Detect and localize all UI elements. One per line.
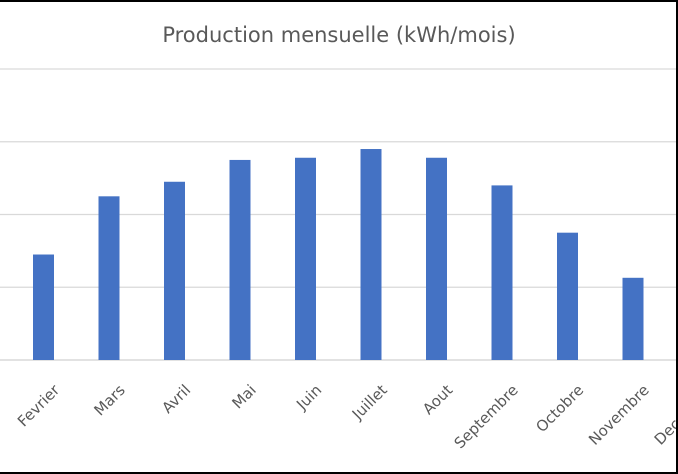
x-tick-label: Decembre xyxy=(651,381,678,449)
bar-septembre xyxy=(491,185,513,360)
bar-series xyxy=(33,149,644,360)
bar-fevrier xyxy=(33,254,54,360)
chart-title: Production mensuelle (kWh/mois) xyxy=(162,23,515,47)
x-tick-label: Mai xyxy=(228,381,259,412)
x-tick-label: Septembre xyxy=(451,381,522,452)
x-tick-label: Juin xyxy=(292,381,325,414)
x-tick-label: Juillet xyxy=(348,381,391,424)
bar-juillet xyxy=(360,149,382,360)
bar-aout xyxy=(426,157,447,360)
x-tick-label: Novembre xyxy=(585,381,653,449)
bar-octobre xyxy=(557,232,578,360)
bar-juin xyxy=(295,157,316,360)
x-tick-label: Aout xyxy=(419,381,456,418)
x-tick-label: Fevrier xyxy=(14,380,64,430)
bar-avril xyxy=(164,181,185,360)
x-tick-label: Avril xyxy=(158,381,194,417)
bar-mars xyxy=(98,196,120,360)
x-tick-label: Octobre xyxy=(532,381,587,436)
bar-novembre xyxy=(622,277,644,360)
x-axis-labels: JanvierFevrierMarsAvrilMaiJuinJuilletAou… xyxy=(14,380,678,452)
bar-mai xyxy=(229,159,251,360)
x-tick-label: Mars xyxy=(90,381,128,419)
